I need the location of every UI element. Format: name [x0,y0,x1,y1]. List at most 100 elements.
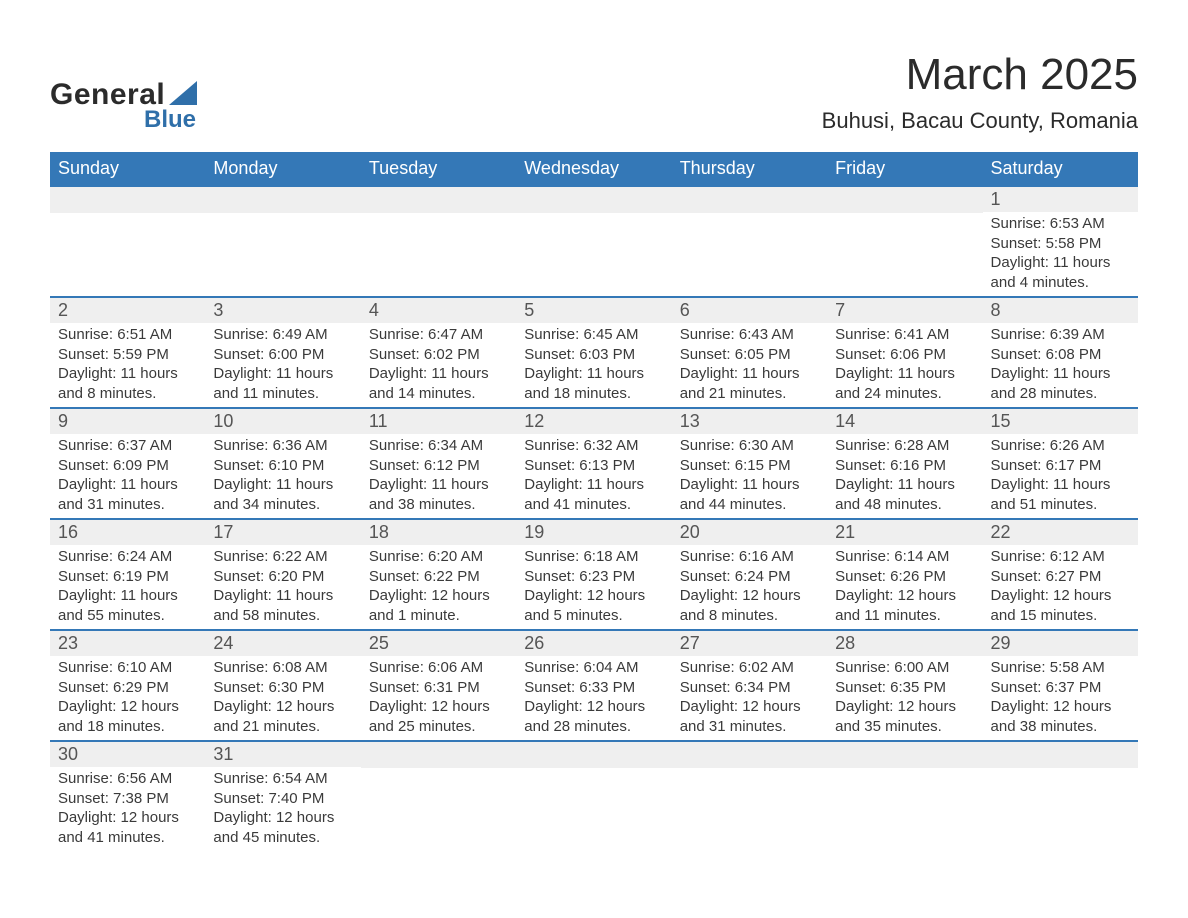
day-body: Sunrise: 6:10 AMSunset: 6:29 PMDaylight:… [50,656,205,740]
day-body: Sunrise: 6:08 AMSunset: 6:30 PMDaylight:… [205,656,360,740]
day-cell: 3Sunrise: 6:49 AMSunset: 6:00 PMDaylight… [205,297,360,408]
day1-text: Daylight: 12 hours [991,586,1130,606]
day-cell [827,186,982,297]
day1-text: Daylight: 12 hours [680,697,819,717]
day-number-bar: 29 [983,631,1138,656]
weekday-col: Thursday [672,152,827,186]
day1-text: Daylight: 12 hours [991,697,1130,717]
day1-text: Daylight: 11 hours [680,475,819,495]
day2-text: and 55 minutes. [58,606,197,626]
day1-text: Daylight: 11 hours [213,475,352,495]
day-cell: 12Sunrise: 6:32 AMSunset: 6:13 PMDayligh… [516,408,671,519]
sunset-text: Sunset: 7:40 PM [213,789,352,809]
weekday-col: Sunday [50,152,205,186]
sunrise-text: Sunrise: 6:04 AM [524,658,663,678]
day-cell [983,741,1138,851]
day-number-bar: 12 [516,409,671,434]
day-number-bar [827,742,982,768]
sunrise-text: Sunrise: 6:18 AM [524,547,663,567]
day-cell: 11Sunrise: 6:34 AMSunset: 6:12 PMDayligh… [361,408,516,519]
sunrise-text: Sunrise: 6:39 AM [991,325,1130,345]
day-body: Sunrise: 6:00 AMSunset: 6:35 PMDaylight:… [827,656,982,740]
sunset-text: Sunset: 6:02 PM [369,345,508,365]
day-number-bar: 31 [205,742,360,767]
day1-text: Daylight: 12 hours [369,697,508,717]
sunrise-text: Sunrise: 6:51 AM [58,325,197,345]
sunset-text: Sunset: 6:27 PM [991,567,1130,587]
sunset-text: Sunset: 6:10 PM [213,456,352,476]
weekday-col: Saturday [983,152,1138,186]
sunrise-text: Sunrise: 6:36 AM [213,436,352,456]
sunrise-text: Sunrise: 6:06 AM [369,658,508,678]
day1-text: Daylight: 12 hours [369,586,508,606]
day-cell: 30Sunrise: 6:56 AMSunset: 7:38 PMDayligh… [50,741,205,851]
day2-text: and 41 minutes. [58,828,197,848]
week-row: 1Sunrise: 6:53 AMSunset: 5:58 PMDaylight… [50,186,1138,297]
day-cell: 6Sunrise: 6:43 AMSunset: 6:05 PMDaylight… [672,297,827,408]
sunset-text: Sunset: 6:19 PM [58,567,197,587]
day-body: Sunrise: 6:02 AMSunset: 6:34 PMDaylight:… [672,656,827,740]
day2-text: and 25 minutes. [369,717,508,737]
day-cell [50,186,205,297]
day1-text: Daylight: 11 hours [369,364,508,384]
sunrise-text: Sunrise: 5:58 AM [991,658,1130,678]
sunset-text: Sunset: 6:35 PM [835,678,974,698]
sunrise-text: Sunrise: 6:54 AM [213,769,352,789]
day2-text: and 31 minutes. [58,495,197,515]
day1-text: Daylight: 11 hours [58,475,197,495]
day-cell [516,186,671,297]
sunset-text: Sunset: 7:38 PM [58,789,197,809]
day-cell: 8Sunrise: 6:39 AMSunset: 6:08 PMDaylight… [983,297,1138,408]
day-number-bar: 22 [983,520,1138,545]
day1-text: Daylight: 11 hours [524,364,663,384]
sunrise-text: Sunrise: 6:47 AM [369,325,508,345]
title-block: March 2025 Buhusi, Bacau County, Romania [822,50,1138,134]
day2-text: and 5 minutes. [524,606,663,626]
day2-text: and 44 minutes. [680,495,819,515]
sunset-text: Sunset: 6:22 PM [369,567,508,587]
sunrise-text: Sunrise: 6:22 AM [213,547,352,567]
day2-text: and 28 minutes. [991,384,1130,404]
day-cell: 1Sunrise: 6:53 AMSunset: 5:58 PMDaylight… [983,186,1138,297]
logo-text-blue: Blue [144,106,197,134]
day-number-bar: 17 [205,520,360,545]
day-cell: 22Sunrise: 6:12 AMSunset: 6:27 PMDayligh… [983,519,1138,630]
day-number-bar: 13 [672,409,827,434]
day1-text: Daylight: 12 hours [835,697,974,717]
day-cell: 13Sunrise: 6:30 AMSunset: 6:15 PMDayligh… [672,408,827,519]
day2-text: and 15 minutes. [991,606,1130,626]
day-body: Sunrise: 6:43 AMSunset: 6:05 PMDaylight:… [672,323,827,407]
page-title: March 2025 [822,50,1138,100]
day-cell [516,741,671,851]
day-number-bar: 1 [983,187,1138,212]
sunrise-text: Sunrise: 6:53 AM [991,214,1130,234]
sunrise-text: Sunrise: 6:34 AM [369,436,508,456]
day2-text: and 28 minutes. [524,717,663,737]
day2-text: and 8 minutes. [58,384,197,404]
sunrise-text: Sunrise: 6:43 AM [680,325,819,345]
day-cell: 4Sunrise: 6:47 AMSunset: 6:02 PMDaylight… [361,297,516,408]
day2-text: and 34 minutes. [213,495,352,515]
sunrise-text: Sunrise: 6:00 AM [835,658,974,678]
day-number-bar: 5 [516,298,671,323]
sunrise-text: Sunrise: 6:30 AM [680,436,819,456]
day1-text: Daylight: 11 hours [524,475,663,495]
day2-text: and 18 minutes. [524,384,663,404]
day-body: Sunrise: 6:04 AMSunset: 6:33 PMDaylight:… [516,656,671,740]
week-row: 30Sunrise: 6:56 AMSunset: 7:38 PMDayligh… [50,741,1138,851]
day-body: Sunrise: 5:58 AMSunset: 6:37 PMDaylight:… [983,656,1138,740]
day-body: Sunrise: 6:16 AMSunset: 6:24 PMDaylight:… [672,545,827,629]
sunset-text: Sunset: 6:00 PM [213,345,352,365]
day-number-bar: 4 [361,298,516,323]
day-number-bar [672,742,827,768]
day1-text: Daylight: 11 hours [213,364,352,384]
day-number-bar: 16 [50,520,205,545]
day2-text: and 24 minutes. [835,384,974,404]
sunrise-text: Sunrise: 6:24 AM [58,547,197,567]
sunrise-text: Sunrise: 6:12 AM [991,547,1130,567]
day-cell: 29Sunrise: 5:58 AMSunset: 6:37 PMDayligh… [983,630,1138,741]
day1-text: Daylight: 12 hours [58,808,197,828]
weekday-col: Friday [827,152,982,186]
day-number-bar [205,187,360,213]
day-cell: 18Sunrise: 6:20 AMSunset: 6:22 PMDayligh… [361,519,516,630]
